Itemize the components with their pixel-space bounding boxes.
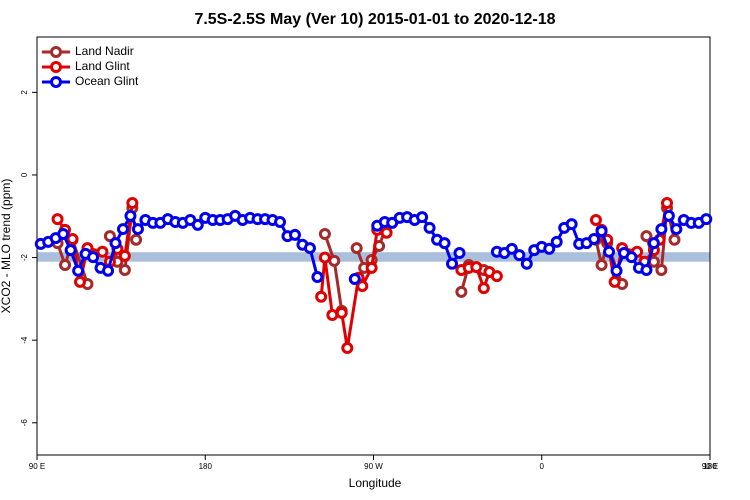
- point: [588, 232, 601, 245]
- point: [608, 275, 621, 288]
- legend-marker: [50, 61, 62, 73]
- point: [328, 254, 341, 267]
- point: [130, 233, 143, 246]
- point: [610, 264, 623, 277]
- point: [191, 218, 204, 231]
- point: [490, 270, 503, 283]
- x-tick-label: 90 E: [29, 462, 45, 471]
- y-tick-label: -2: [20, 253, 29, 261]
- x-tick-label: 180: [703, 462, 717, 471]
- point: [595, 225, 608, 238]
- point: [57, 228, 70, 241]
- y-tick-label: 0: [20, 172, 29, 177]
- point: [453, 247, 466, 260]
- y-axis-label: XCO2 - MLO trend (ppm): [0, 179, 13, 314]
- point: [647, 237, 660, 250]
- point: [274, 216, 287, 229]
- point: [595, 259, 608, 271]
- point: [565, 218, 578, 231]
- point: [356, 280, 369, 293]
- point: [118, 249, 131, 262]
- point: [455, 285, 468, 298]
- legend-marker: [50, 76, 62, 88]
- legend-label: Land Glint: [75, 59, 130, 73]
- point: [311, 270, 324, 283]
- point: [505, 242, 518, 255]
- point: [66, 232, 79, 245]
- point: [73, 275, 86, 288]
- y-tick-label: -6: [20, 419, 29, 427]
- point: [700, 213, 713, 226]
- point: [326, 308, 339, 321]
- point: [589, 213, 602, 226]
- point: [102, 264, 115, 277]
- point: [51, 213, 64, 226]
- point: [603, 245, 616, 258]
- y-tick-label: 2: [20, 90, 29, 95]
- y-tick-label: -4: [20, 336, 29, 344]
- point: [365, 261, 378, 274]
- point: [661, 197, 674, 210]
- legend-label: Land Nadir: [75, 44, 134, 58]
- x-tick-label: 90 E: [702, 462, 718, 471]
- point: [640, 230, 653, 243]
- point: [477, 282, 490, 295]
- legend-marker: [50, 46, 62, 58]
- point: [126, 197, 139, 210]
- point: [350, 242, 363, 255]
- point: [550, 235, 563, 248]
- point: [640, 263, 653, 276]
- point: [72, 264, 85, 277]
- point: [131, 223, 144, 236]
- point: [118, 263, 131, 276]
- x-tick-label: 90 W: [364, 462, 383, 471]
- point: [335, 306, 348, 319]
- chart-title: 7.5S-2.5S May (Ver 10) 2015-01-01 to 202…: [194, 11, 555, 28]
- series-line: [56, 202, 669, 349]
- point: [438, 237, 451, 250]
- point: [470, 261, 483, 274]
- x-axis-label: Longitude: [349, 476, 402, 490]
- point: [116, 223, 129, 236]
- point: [670, 223, 683, 236]
- legend-label: Ocean Glint: [75, 74, 139, 88]
- point: [318, 228, 331, 241]
- point: [655, 263, 668, 276]
- point: [288, 228, 301, 241]
- point: [513, 249, 526, 262]
- point: [625, 251, 638, 264]
- point: [423, 221, 436, 234]
- point: [315, 290, 328, 303]
- point: [380, 226, 393, 239]
- point: [64, 244, 77, 257]
- point: [96, 245, 109, 258]
- point: [318, 251, 331, 264]
- point: [124, 209, 137, 222]
- point: [662, 209, 675, 222]
- point: [303, 242, 316, 255]
- point: [520, 257, 533, 270]
- point: [87, 251, 100, 264]
- point: [668, 233, 681, 246]
- point: [59, 259, 72, 271]
- point: [655, 223, 668, 236]
- x-tick-label: 180: [199, 462, 213, 471]
- point: [416, 211, 429, 224]
- point: [348, 273, 361, 286]
- point: [109, 237, 122, 250]
- point: [341, 342, 354, 355]
- point: [543, 242, 556, 255]
- point: [446, 257, 459, 270]
- x-tick-label: 0: [540, 462, 545, 471]
